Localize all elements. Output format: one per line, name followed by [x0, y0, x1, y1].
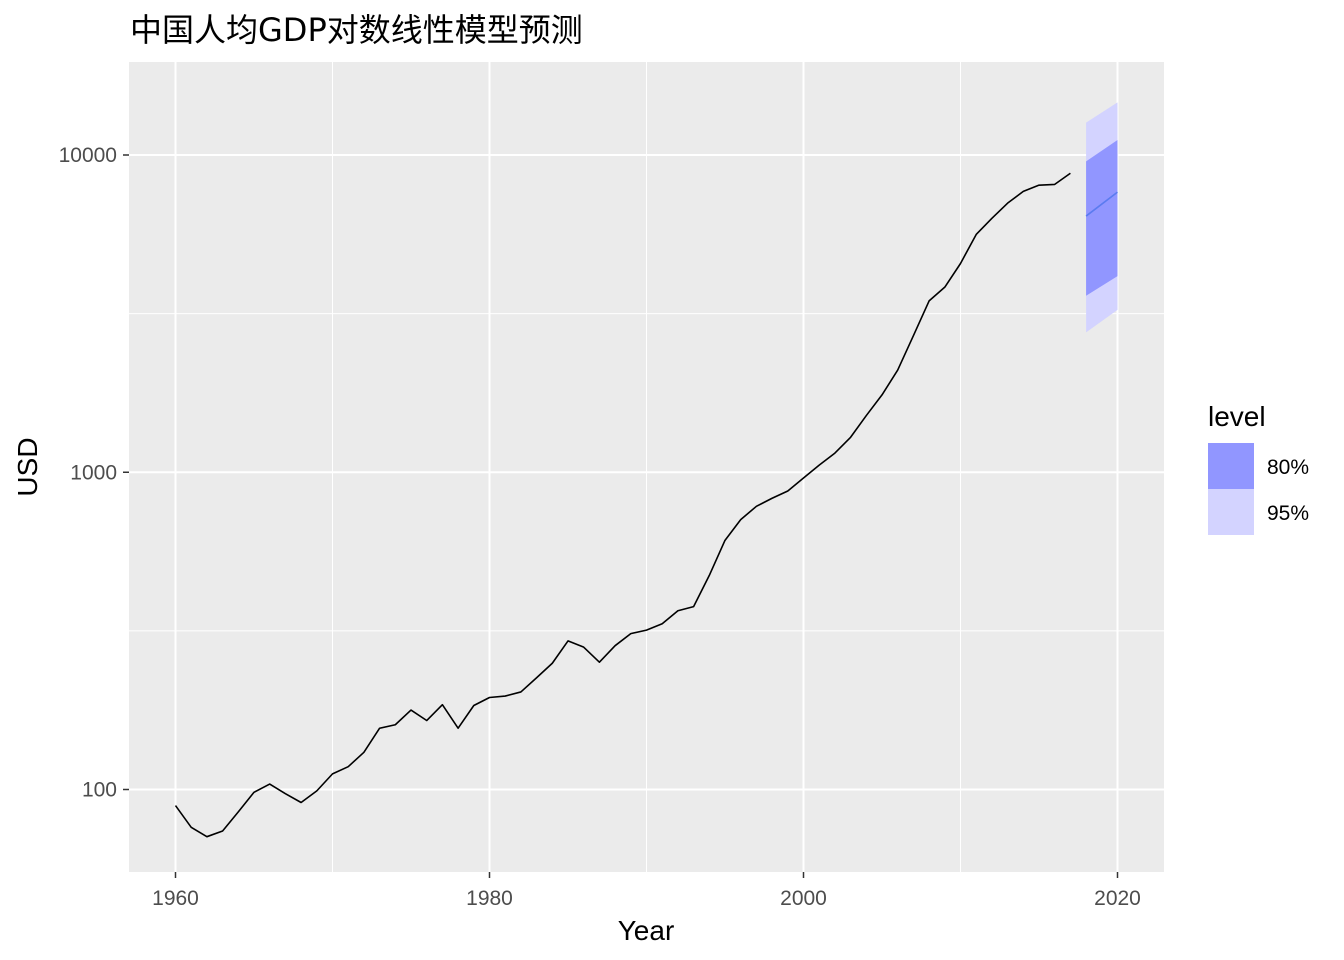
chart-title: 中国人均GDP对数线性模型预测 — [130, 11, 583, 49]
legend-title: level — [1208, 401, 1266, 432]
x-tick-label: 2020 — [1094, 887, 1141, 910]
forecast-bands — [1086, 102, 1118, 333]
x-tick-label: 2000 — [780, 887, 827, 910]
legend-label-95: 95% — [1267, 502, 1309, 525]
legend-key-80 — [1208, 443, 1254, 489]
y-axis-title: USD — [12, 437, 43, 496]
x-axis: 1960 1980 2000 2020 — [152, 872, 1141, 910]
x-axis-title: Year — [618, 915, 675, 946]
y-tick-label: 1000 — [70, 461, 117, 484]
y-axis: 100 1000 10000 — [59, 144, 129, 802]
y-tick-label: 10000 — [59, 144, 117, 167]
y-tick-label: 100 — [82, 779, 117, 802]
series-lines — [174, 172, 1118, 838]
x-tick-label: 1960 — [152, 887, 199, 910]
band-80 — [1086, 140, 1118, 296]
legend: level 80% 95% — [1208, 401, 1309, 535]
x-tick-label: 1980 — [466, 887, 513, 910]
legend-key-95 — [1208, 489, 1254, 535]
legend-label-80: 80% — [1267, 456, 1309, 479]
history-line — [174, 172, 1071, 838]
forecast-mean-line — [1085, 191, 1118, 217]
